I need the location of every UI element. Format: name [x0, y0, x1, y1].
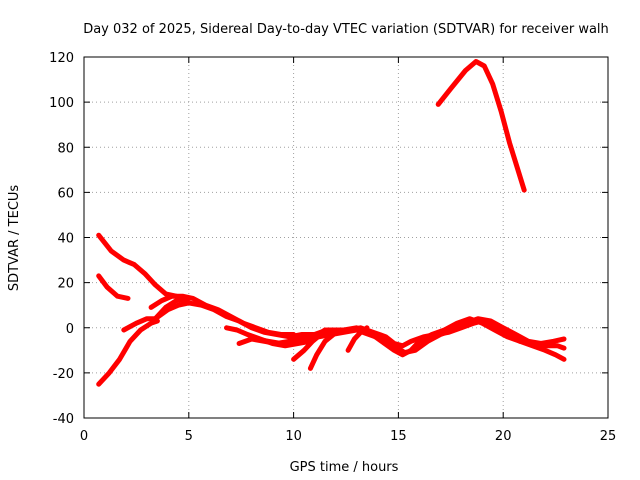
series-track-11	[307, 332, 336, 371]
series-track-4	[96, 318, 160, 387]
y-tick-label: 0	[66, 322, 74, 337]
x-tick-label: 0	[80, 429, 88, 444]
y-tick-label: 20	[57, 277, 74, 292]
grid-lines	[84, 57, 608, 418]
y-tick-label: 100	[49, 96, 74, 111]
y-tick-label: -40	[53, 412, 74, 427]
y-tick-label: 120	[49, 51, 74, 66]
axes: 0 5 10 15 20 25 -40 -20 0 20 40 60 80 100 120	[49, 51, 616, 444]
y-tick-label: 40	[57, 232, 74, 247]
y-tick-label: 80	[57, 141, 74, 156]
data-series	[96, 59, 567, 387]
x-axis-label: GPS time / hours	[290, 460, 399, 475]
x-tick-label: 20	[495, 429, 512, 444]
series-track-3	[96, 273, 131, 301]
series-track-10	[291, 316, 567, 362]
series-track-13	[224, 325, 313, 349]
y-tick-label: 60	[57, 186, 74, 201]
plot-frame	[83, 56, 609, 419]
y-tick-label: -20	[53, 367, 74, 382]
x-tick-label: 15	[390, 429, 407, 444]
chart-title: Day 032 of 2025, Sidereal Day-to-day VTE…	[83, 22, 609, 37]
series-track-7	[152, 300, 343, 340]
series-track-2	[96, 232, 179, 299]
x-tick-label: 25	[600, 429, 617, 444]
x-tick-label: 10	[285, 429, 302, 444]
series-track-1	[435, 59, 527, 193]
x-tick-label: 5	[185, 429, 193, 444]
y-axis-label: SDTVAR / TECUs	[7, 185, 22, 292]
series-track-12	[345, 325, 370, 353]
